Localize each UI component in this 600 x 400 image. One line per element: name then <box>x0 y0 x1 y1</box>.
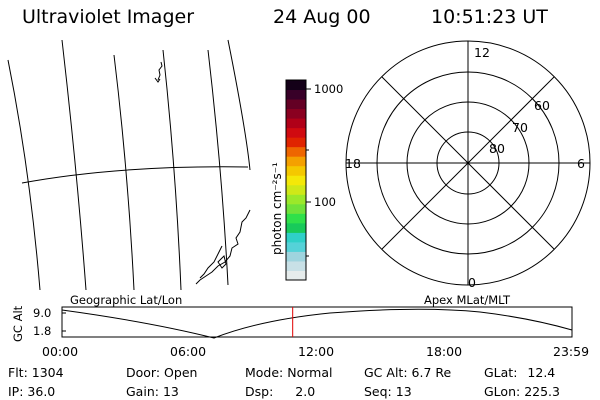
meridian-line <box>7 59 41 291</box>
geographic-map <box>7 39 251 291</box>
coastline <box>217 255 227 269</box>
header-date: 24 Aug 00 <box>273 6 371 28</box>
colorbar-cell <box>286 251 306 262</box>
info-ip-value: 36.0 <box>27 384 56 399</box>
info-flt-value: 1304 <box>31 365 64 380</box>
colorbar-cell <box>286 127 306 138</box>
info-gcalt: GC Alt: 6.7 Re <box>364 365 451 380</box>
timeline-x-tick-label: 06:00 <box>170 344 207 359</box>
timeline-x-tick-label: 23:59 <box>553 344 590 359</box>
colorbar <box>285 79 311 281</box>
colorbar-cell <box>286 241 306 252</box>
colorbar-cell <box>286 203 306 214</box>
instrument-title: Ultraviolet Imager <box>22 6 195 28</box>
colorbar-cell <box>286 137 306 148</box>
polar-label-mlt-0: 0 <box>468 275 476 290</box>
coastline <box>199 245 223 279</box>
colorbar-cell <box>286 194 306 205</box>
timeline-right-label: Apex MLat/MLT <box>424 293 511 307</box>
info-mode: Mode: Normal <box>245 365 333 380</box>
info-door: Door: Open <box>126 365 197 380</box>
colorbar-tick-label-100: 100 <box>314 195 336 209</box>
info-door-value: Open <box>164 365 198 380</box>
header-time: 10:51:23 UT <box>431 6 548 28</box>
colorbar-cell <box>286 270 306 281</box>
info-glat-label: GLat: <box>484 365 518 380</box>
meridian-line <box>227 39 251 171</box>
coastline <box>154 77 161 83</box>
info-flt: Flt: 1304 <box>8 365 64 380</box>
timeline-ylabel: GC Alt <box>11 305 25 342</box>
info-glon-label: GLon: <box>484 384 521 399</box>
colorbar-cell <box>286 260 306 271</box>
colorbar-cell <box>286 232 306 243</box>
meridian-line <box>113 54 135 291</box>
info-glon-value: 225.3 <box>524 384 560 399</box>
colorbar-cell <box>286 89 306 100</box>
info-seq-label: Seq: <box>364 384 392 399</box>
info-mode-label: Mode: <box>245 365 284 380</box>
meridian-line <box>207 49 229 286</box>
info-gain: Gain: 13 <box>126 384 179 399</box>
info-gain-label: Gain: <box>126 384 159 399</box>
timeline-x-tick-label: 18:00 <box>426 344 463 359</box>
polar-diagonal <box>381 76 555 250</box>
info-seq-value: 13 <box>395 384 412 399</box>
colorbar-cell <box>286 99 306 110</box>
colorbar-cell <box>286 175 306 186</box>
info-flt-label: Flt: <box>8 365 28 380</box>
parallel-line <box>21 166 249 184</box>
polar-label-mlt-6: 6 <box>577 156 585 171</box>
meridian-line <box>162 49 182 291</box>
colorbar-cell <box>286 108 306 119</box>
colorbar-tick-label-1000: 1000 <box>314 82 344 96</box>
timeline-x-tick-label: 00:00 <box>42 344 79 359</box>
coastline <box>195 209 251 285</box>
timeline-panel <box>61 306 573 339</box>
info-glon: GLon: 225.3 <box>484 384 560 399</box>
polar-label-mlt-18: 18 <box>345 156 361 171</box>
meridian-line <box>61 39 87 291</box>
altitude-curve <box>61 308 573 339</box>
info-dsp: Dsp: 2.0 <box>245 384 315 399</box>
polar-label-lat-60: 60 <box>534 98 550 113</box>
info-glat-value: 12.4 <box>527 365 556 380</box>
info-mode-value: Normal <box>287 365 333 380</box>
info-dsp-value: 2.0 <box>295 384 316 399</box>
timeline-left-label: Geographic Lat/Lon <box>70 293 183 307</box>
polar-plot <box>345 40 591 286</box>
info-dsp-label: Dsp: <box>245 384 274 399</box>
colorbar-cell <box>286 222 306 233</box>
polar-label-lat-70: 70 <box>512 120 528 135</box>
colorbar-cell <box>286 80 306 91</box>
timeline-y-tick-label: 9.0 <box>33 306 52 320</box>
colorbar-cell <box>286 118 306 129</box>
timeline-y-tick-label: 1.8 <box>33 324 52 338</box>
info-gcalt-label: GC Alt: <box>364 365 408 380</box>
colorbar-cell <box>286 213 306 224</box>
info-glat: GLat: 12.4 <box>484 365 555 380</box>
info-gain-value: 13 <box>162 384 179 399</box>
info-ip-label: IP: <box>8 384 24 399</box>
info-gcalt-value: 6.7 Re <box>411 365 452 380</box>
info-ip: IP: 36.0 <box>8 384 55 399</box>
colorbar-cell <box>286 146 306 157</box>
timeline-x-tick-label: 12:00 <box>298 344 335 359</box>
colorbar-cell <box>286 156 306 167</box>
coastline <box>157 61 163 81</box>
polar-label-lat-80: 80 <box>489 141 505 156</box>
info-door-label: Door: <box>126 365 161 380</box>
polar-label-mlt-12: 12 <box>474 45 490 60</box>
colorbar-unit-label: photon cm⁻²s⁻¹ <box>270 162 284 255</box>
colorbar-cell <box>286 184 306 195</box>
colorbar-cell <box>286 165 306 176</box>
info-seq: Seq: 13 <box>364 384 412 399</box>
